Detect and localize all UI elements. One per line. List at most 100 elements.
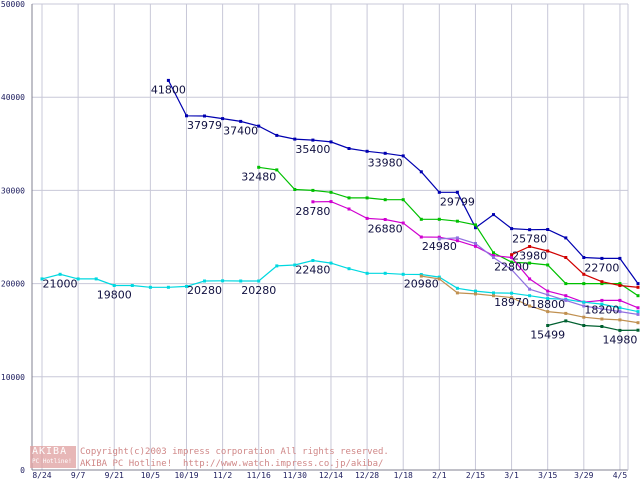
series-1-point: [437, 190, 441, 194]
series-4-point: [474, 289, 477, 293]
series-2-point: [636, 294, 640, 298]
series-4-point: [383, 271, 387, 275]
series-3-point: [347, 207, 351, 211]
series-8-point: [600, 325, 604, 328]
series-1-point: [203, 114, 206, 118]
series-4-point: [130, 284, 134, 287]
x-tick-label: 3/15: [538, 471, 557, 480]
series-5-point: [582, 315, 586, 319]
y-tick-label: 0: [20, 466, 25, 475]
series-6-point: [582, 304, 586, 308]
series-1-point: [239, 119, 243, 123]
series-4-point: [185, 284, 188, 288]
logo-title: AKIBA: [32, 446, 68, 457]
x-tick-label: 10/19: [174, 471, 198, 480]
x-tick-label: 9/21: [105, 471, 124, 480]
series-2-point: [275, 168, 279, 172]
data-label: 24980: [422, 240, 457, 253]
series-5-point: [455, 291, 459, 295]
data-label: 20980: [404, 277, 439, 290]
data-label: 23980: [512, 250, 547, 263]
data-label: 37400: [223, 124, 258, 137]
x-tick-label: 12/28: [355, 471, 379, 480]
series-1-point: [365, 149, 369, 153]
data-label: 37979: [187, 119, 222, 132]
series-6-point: [546, 293, 550, 297]
x-tick-label: 9/7: [71, 471, 86, 480]
series-1-point: [329, 140, 333, 144]
series-3-point: [311, 200, 315, 204]
series-7-point: [600, 280, 604, 284]
series-line-4: [41, 259, 639, 313]
y-tick-label: 20000: [1, 280, 25, 289]
series-8-point: [546, 324, 550, 327]
series-8-point: [582, 324, 586, 327]
series-4-point: [437, 275, 441, 279]
series-7-point: [618, 284, 622, 287]
series-1-point: [455, 190, 459, 194]
series-2-point: [564, 282, 568, 286]
series-4-point: [528, 294, 532, 298]
series-4-point: [221, 279, 225, 283]
data-label: 25780: [512, 233, 547, 246]
series-4-point: [311, 259, 315, 262]
series-1-point: [510, 227, 514, 231]
series-7-point: [582, 272, 586, 276]
series-1-point: [582, 256, 586, 259]
series-3-point: [419, 235, 423, 239]
series-1-point: [618, 256, 622, 260]
series-5-point: [510, 296, 514, 300]
series-7-point: [546, 249, 550, 253]
series-3-point: [546, 289, 550, 293]
data-label: 22800: [494, 261, 529, 274]
series-4-point: [293, 263, 297, 267]
series-5-point: [419, 274, 423, 278]
series-6-point: [600, 307, 604, 311]
series-1-point: [401, 154, 405, 158]
series-3-point: [600, 298, 604, 302]
series-4-point: [329, 261, 333, 265]
x-tick-label: 8/24: [32, 471, 51, 480]
series-6-point: [510, 268, 514, 272]
series-3-point: [401, 221, 405, 225]
series-5-point: [437, 277, 441, 281]
series-7-point: [636, 285, 640, 289]
series-6-point: [564, 298, 568, 302]
data-label: 28780: [295, 205, 330, 218]
series-3-point: [474, 244, 477, 248]
logo-subtitle: PC Hotline!: [32, 458, 72, 465]
series-1-point: [221, 117, 225, 121]
series-line-7: [511, 245, 639, 288]
series-4-point: [510, 291, 514, 295]
series-4-point: [94, 277, 98, 281]
series-4-point: [257, 279, 261, 283]
series-4-point: [239, 279, 243, 283]
x-tick-label: 11/30: [283, 471, 307, 480]
x-tick-label: 1/18: [394, 471, 413, 480]
data-label: 29799: [440, 195, 475, 208]
series-1-point: [293, 137, 297, 141]
series-5-point: [474, 292, 477, 296]
x-tick-label: 11/16: [247, 471, 271, 480]
chart-data-labels: 41800 37979 37400 35400 33980 32480 29799 28780…: [43, 83, 638, 346]
y-tick-label: 50000: [1, 0, 25, 9]
series-1-point: [257, 124, 261, 128]
series-3-point: [455, 239, 459, 243]
series-4-point: [76, 277, 80, 281]
series-5-point: [528, 304, 532, 308]
series-8-point: [636, 328, 640, 332]
series-6-point: [528, 287, 532, 291]
series-4-point: [618, 306, 622, 310]
series-2-point: [510, 260, 514, 264]
series-3-point: [564, 294, 568, 298]
series-5-point: [492, 294, 495, 298]
site-url-line: AKIBA PC Hotline! http://www.watch.impre…: [80, 459, 384, 469]
series-4-point: [401, 272, 405, 276]
series-4-point: [40, 277, 44, 281]
copyright-line: Copyright(c)2003 impress corporation All…: [80, 447, 389, 457]
series-3-point: [383, 218, 387, 221]
series-4-point: [455, 286, 459, 290]
series-1-point: [383, 151, 387, 155]
data-label: 20280: [241, 284, 276, 297]
